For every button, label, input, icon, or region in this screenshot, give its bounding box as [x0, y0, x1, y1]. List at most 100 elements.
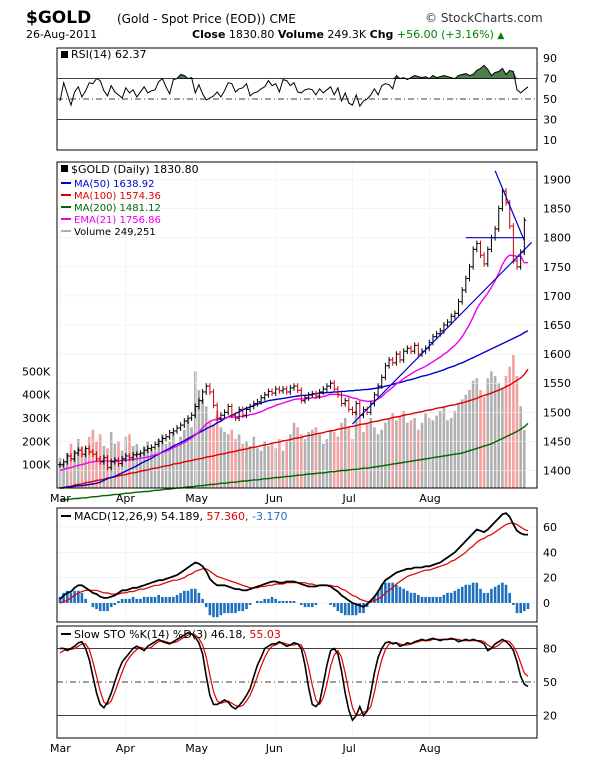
macd-histogram-bar	[490, 588, 493, 603]
macd-histogram-bar	[245, 603, 248, 610]
price-x-label: Mar	[50, 492, 71, 505]
volume-bar	[457, 404, 460, 488]
rsi-line	[59, 64, 529, 108]
macd-label: MACD(12,26,9) 54.189, 57.360, -3.170	[74, 510, 287, 523]
source-credit: © StockCharts.com	[425, 11, 543, 25]
macd-histogram-bar	[424, 596, 427, 603]
macd-histogram-bar	[449, 592, 453, 603]
volume-bar	[84, 448, 87, 488]
volume-bar	[358, 418, 362, 488]
volume-bar	[490, 371, 493, 488]
volume-bar	[442, 406, 446, 488]
macd-histogram-bar	[208, 603, 212, 616]
volume-bar	[270, 443, 274, 488]
volume-bar	[321, 443, 325, 488]
sto-pctk-line	[60, 631, 529, 722]
volume-bar	[197, 390, 201, 488]
price-tick-label: 1400	[543, 465, 571, 478]
macd-histogram-bar	[186, 590, 190, 603]
volume-bar	[113, 443, 117, 488]
volume-bar	[493, 376, 497, 488]
sto-label-part: Slow STO %K(14) %D(3) 46.18,	[74, 628, 246, 641]
macd-histogram-bar	[226, 603, 230, 614]
volume-bar	[175, 446, 179, 488]
macd-histogram-bar	[212, 603, 215, 618]
volume-tick-label: 400K	[22, 389, 51, 402]
macd-histogram-bar	[120, 598, 124, 603]
volume-bar	[354, 411, 358, 488]
volume-bar	[102, 446, 106, 488]
volume-bar	[204, 406, 208, 488]
macd-histogram-bar	[102, 603, 106, 612]
volume-bar	[497, 383, 500, 488]
volume-bar	[314, 427, 318, 488]
volume-tick-label: 500K	[22, 365, 51, 378]
macd-histogram-bar	[435, 596, 438, 603]
macd-histogram-bar	[402, 588, 405, 603]
legend-entry: MA(100) 1574.36	[74, 191, 161, 202]
macd-histogram-bar	[362, 603, 365, 614]
macd-tick-label: 0	[543, 597, 550, 610]
price-x-label: Jul	[342, 492, 356, 505]
volume-bar	[406, 422, 409, 488]
volume-bar	[438, 411, 442, 488]
macd-histogram-bar	[117, 601, 120, 603]
macd-histogram-bar	[95, 603, 98, 610]
volume-bar	[208, 420, 212, 488]
volume-bar	[172, 432, 175, 488]
macd-tick-label: 20	[543, 572, 557, 585]
rsi-label: RSI(14) 62.37	[71, 48, 146, 61]
volume-bar	[142, 446, 146, 488]
macd-histogram-bar	[135, 598, 139, 603]
price-tick-label: 1550	[543, 377, 571, 390]
volume-bar	[508, 366, 511, 488]
macd-histogram-bar	[343, 603, 347, 616]
macd-histogram-bar	[332, 603, 336, 608]
volume-bar	[332, 432, 336, 488]
macd-histogram-bar	[380, 584, 383, 603]
macd-histogram-bar	[336, 603, 340, 612]
volume-bar	[157, 439, 160, 488]
volume-bar	[523, 429, 526, 488]
macd-histogram-bar	[215, 603, 219, 618]
volume-bar	[460, 399, 464, 488]
volume-bar	[219, 427, 223, 488]
sto-x-label: Apr	[116, 742, 136, 755]
macd-histogram-bar	[278, 601, 281, 603]
macd-histogram-bar	[409, 592, 413, 603]
macd-histogram-bar	[285, 601, 288, 603]
volume-bar	[519, 406, 522, 488]
macd-histogram-bar	[164, 596, 168, 603]
volume-bar	[69, 443, 73, 488]
quote-summary: Close 1830.80 Volume 249.3K Chg +56.00 (…	[192, 28, 504, 41]
volume-bar	[303, 439, 307, 488]
macd-histogram-bar	[179, 592, 182, 603]
sto-tick-label: 20	[543, 710, 557, 723]
macd-histogram-bar	[497, 584, 500, 603]
price-panel-frame	[56, 161, 538, 489]
ma200-line	[59, 422, 529, 501]
macd-histogram-bar	[62, 592, 65, 603]
macd-histogram-bar	[77, 590, 80, 603]
volume-bar	[362, 432, 365, 488]
price-tick-label: 1600	[543, 348, 571, 361]
macd-histogram-bar	[153, 596, 157, 603]
price-x-label: Apr	[116, 492, 136, 505]
macd-histogram-bar	[512, 603, 515, 605]
volume-tick-label: 100K	[22, 459, 51, 472]
volume-bar	[241, 443, 245, 488]
macd-histogram-bar	[80, 592, 84, 603]
volume-bar	[347, 427, 351, 488]
legend-entry: MA(50) 1638.92	[74, 179, 155, 190]
volume-bar	[504, 376, 508, 488]
volume-bar	[263, 441, 266, 488]
volume-bar	[91, 429, 95, 488]
macd-histogram-bar	[131, 596, 135, 603]
volume-bar	[343, 418, 347, 488]
macd-histogram-bar	[256, 601, 259, 603]
chg-label: Chg	[369, 28, 394, 41]
volume-bar	[223, 432, 226, 488]
volume-bar	[296, 427, 299, 488]
volume-bar	[475, 378, 479, 488]
rsi-panel-frame	[56, 47, 538, 151]
